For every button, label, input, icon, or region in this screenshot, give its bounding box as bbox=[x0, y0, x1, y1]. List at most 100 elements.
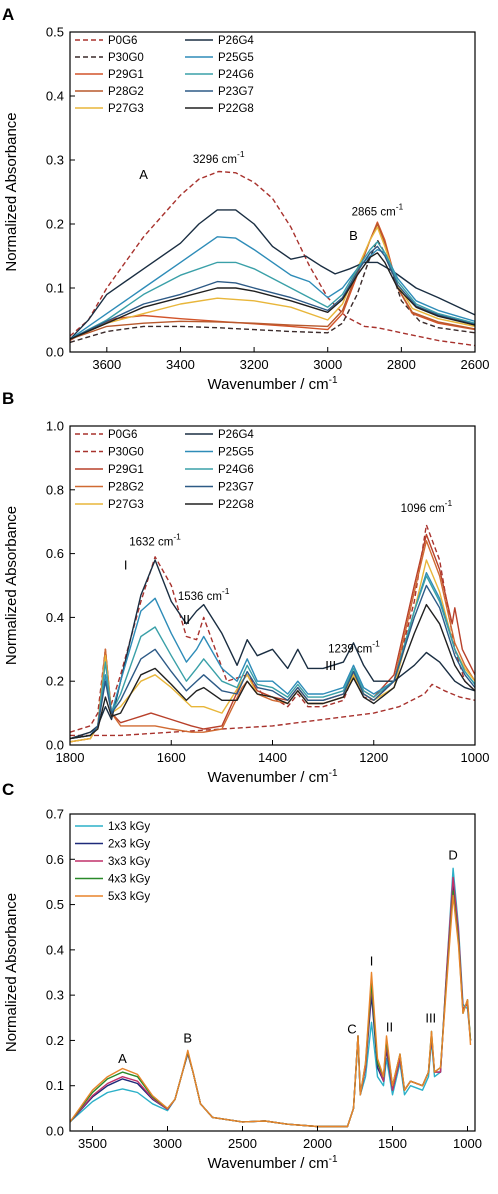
series-line-2x3-kGy bbox=[70, 881, 472, 1128]
y-tick-label: 0.4 bbox=[46, 610, 64, 625]
series-line-P22G8 bbox=[70, 252, 475, 340]
legend-label: P29G1 bbox=[108, 69, 144, 81]
series-line-P0G6 bbox=[70, 524, 475, 733]
annotation: A bbox=[139, 167, 148, 182]
x-axis-title: Wavenumber / cm-1 bbox=[207, 375, 337, 393]
series-group bbox=[70, 170, 475, 347]
annotation: 1632 cm-1 bbox=[129, 532, 181, 549]
series-group bbox=[70, 524, 475, 743]
series-line-1x3-kGy bbox=[70, 867, 472, 1128]
annotation: 1536 cm-1 bbox=[178, 586, 230, 603]
panel-letter: A bbox=[2, 5, 14, 24]
legend-label: 3x3 kGy bbox=[108, 856, 150, 868]
series-line-P29G1 bbox=[70, 221, 475, 342]
legend-label: P25G5 bbox=[218, 52, 254, 64]
y-tick-label: 0.3 bbox=[46, 153, 64, 168]
legend-label: P27G3 bbox=[108, 499, 144, 511]
series-line-3x3-kGy bbox=[70, 876, 472, 1128]
y-tick-label: 0.5 bbox=[46, 897, 64, 912]
x-tick-label: 2500 bbox=[228, 1136, 257, 1151]
legend-label: P22G8 bbox=[218, 103, 254, 115]
series-line-P27G3 bbox=[70, 226, 475, 340]
series-line-P26G4 bbox=[70, 209, 475, 340]
series-line-P30G0 bbox=[70, 239, 475, 344]
series-line-P24G6 bbox=[70, 241, 475, 340]
x-tick-label: 1500 bbox=[378, 1136, 407, 1151]
annotation: 1239 cm-1 bbox=[328, 638, 380, 655]
series-line-P24G6 bbox=[70, 575, 475, 740]
annotation: B bbox=[183, 1031, 192, 1046]
x-tick-label: 3400 bbox=[166, 357, 195, 372]
legend-label: P24G6 bbox=[218, 464, 254, 476]
panel-A: A 3600 3400 3200 3000 2800 2600 0.0 0.1 0.2 0.3 0.4… bbox=[2, 5, 489, 393]
legend-label: P29G1 bbox=[108, 464, 144, 476]
y-tick-label: 0.2 bbox=[46, 1033, 64, 1048]
x-tick-label: 3600 bbox=[92, 357, 121, 372]
legend-label: P25G5 bbox=[218, 447, 254, 459]
annotation: I bbox=[370, 954, 374, 969]
x-tick-label: 1600 bbox=[157, 750, 186, 765]
y-tick-label: 0.0 bbox=[46, 738, 64, 753]
annotation: 1096 cm-1 bbox=[401, 498, 453, 515]
legend-label: P28G2 bbox=[108, 86, 144, 98]
annotation: 3296 cm-1 bbox=[193, 149, 245, 166]
series-line-P0G6 bbox=[70, 170, 475, 347]
series-line-P23G7 bbox=[70, 245, 475, 340]
legend-label: P26G4 bbox=[218, 35, 254, 47]
legend-label: P27G3 bbox=[108, 103, 144, 115]
annotation: III bbox=[325, 658, 336, 673]
panel-B: B 1800 1600 1400 1200 1000 0.0 0.2 0.4 0.6 0.8 1.0 W… bbox=[2, 389, 489, 786]
x-tick-label: 2800 bbox=[387, 357, 416, 372]
y-tick-label: 0.5 bbox=[46, 25, 64, 40]
legend-label: 1x3 kGy bbox=[108, 821, 150, 833]
x-tick-label: 2600 bbox=[461, 357, 490, 372]
series-line-P28G2 bbox=[70, 540, 475, 743]
annotation: II bbox=[386, 1019, 393, 1034]
series-line-P22G8 bbox=[70, 603, 475, 740]
legend-label: P23G7 bbox=[218, 86, 254, 98]
annotation: B bbox=[349, 228, 358, 243]
x-tick-label: 3000 bbox=[313, 357, 342, 372]
x-axis-title: Wavenumber / cm-1 bbox=[207, 768, 337, 786]
series-line-P23G7 bbox=[70, 584, 475, 740]
series-line-P30G0 bbox=[70, 683, 475, 737]
series-group bbox=[70, 867, 472, 1128]
annotation: C bbox=[347, 1022, 356, 1037]
series-line-P25G5 bbox=[70, 572, 475, 740]
annotation: I bbox=[124, 558, 128, 573]
legend-label: 5x3 kGy bbox=[108, 891, 150, 903]
x-tick-label: 2000 bbox=[303, 1136, 332, 1151]
legend-label: P30G0 bbox=[108, 52, 144, 64]
x-tick-label: 1000 bbox=[461, 750, 490, 765]
legend-label: P23G7 bbox=[218, 482, 254, 494]
y-tick-label: 0.7 bbox=[46, 807, 64, 822]
series-line-P29G1 bbox=[70, 533, 475, 743]
y-tick-label: 1.0 bbox=[46, 419, 64, 434]
annotation: II bbox=[183, 612, 190, 627]
x-tick-label: 3500 bbox=[78, 1136, 107, 1151]
y-tick-label: 0.8 bbox=[46, 482, 64, 497]
y-tick-label: 0.6 bbox=[46, 546, 64, 561]
x-tick-label: 1400 bbox=[258, 750, 287, 765]
series-line-P28G2 bbox=[70, 223, 475, 340]
y-tick-label: 0.1 bbox=[46, 281, 64, 296]
legend-label: P24G6 bbox=[218, 69, 254, 81]
legend-label: P0G6 bbox=[108, 429, 137, 441]
plot-frame bbox=[69, 813, 476, 1132]
x-tick-label: 1000 bbox=[453, 1136, 482, 1151]
x-tick-label: 1800 bbox=[56, 750, 85, 765]
annotation: A bbox=[118, 1051, 127, 1066]
panel-letter: B bbox=[2, 389, 14, 408]
y-tick-label: 0.6 bbox=[46, 852, 64, 867]
y-tick-label: 0.0 bbox=[46, 345, 64, 360]
annotation: III bbox=[425, 1010, 436, 1025]
series-line-P26G4 bbox=[70, 559, 475, 740]
x-tick-label: 3000 bbox=[153, 1136, 182, 1151]
panel-letter: C bbox=[2, 780, 14, 799]
legend-label: P30G0 bbox=[108, 447, 144, 459]
legend-label: P22G8 bbox=[218, 499, 254, 511]
y-axis-title: Normalized Absorbance bbox=[3, 893, 20, 1052]
annotation: D bbox=[448, 847, 457, 862]
y-tick-label: 0.4 bbox=[46, 942, 64, 957]
